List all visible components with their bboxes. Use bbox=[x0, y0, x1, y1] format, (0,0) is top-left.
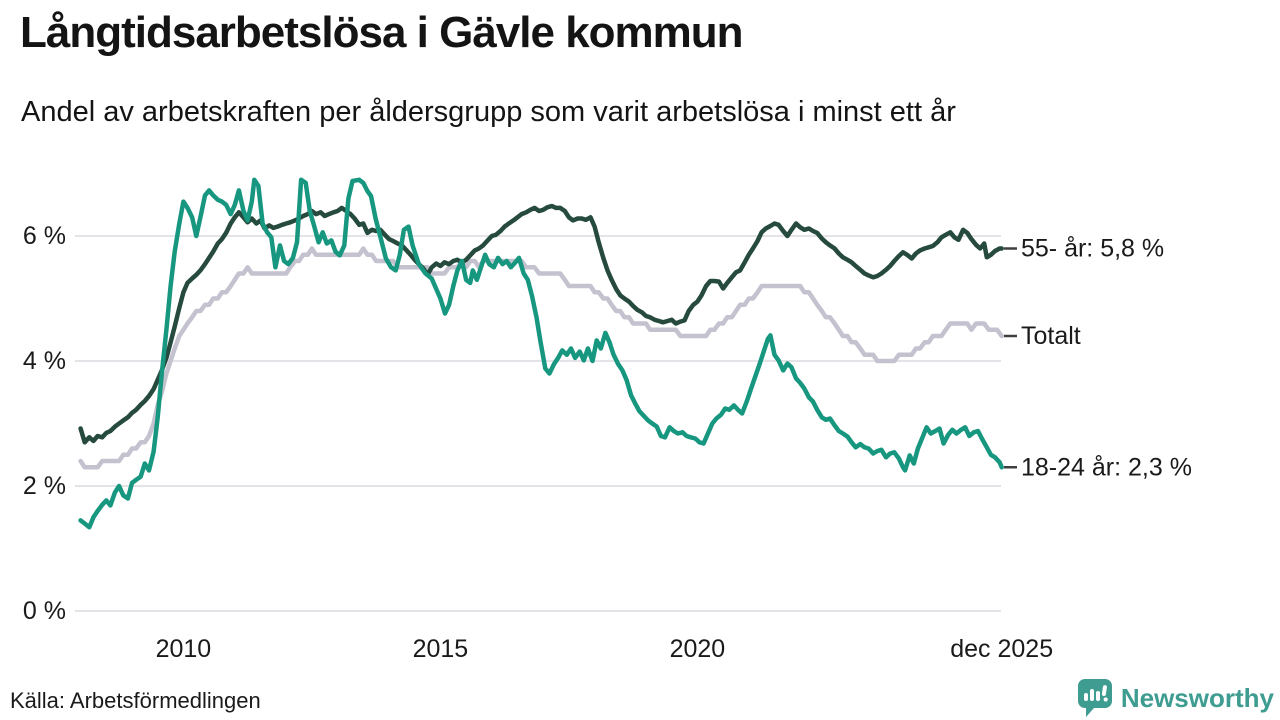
series-end-label-18-24: 18-24 år: 2,3 % bbox=[1021, 453, 1192, 481]
page-title: Långtidsarbetslösa i Gävle kommun bbox=[20, 8, 744, 57]
y-axis-tick-label: 0 % bbox=[23, 597, 66, 625]
newsworthy-logo-text: Newsworthy bbox=[1120, 682, 1274, 713]
x-axis-tick-label: 2015 bbox=[413, 635, 469, 663]
x-axis-tick-label: dec 2025 bbox=[950, 635, 1053, 663]
newsworthy-logo-icon bbox=[1077, 679, 1112, 717]
y-axis-tick-label: 6 % bbox=[23, 222, 66, 250]
x-axis-tick-label: 2020 bbox=[670, 635, 726, 663]
series-end-label-totalt: Totalt bbox=[1021, 322, 1081, 350]
series-line-55 bbox=[78, 203, 1004, 445]
source-note: Källa: Arbetsförmedlingen bbox=[10, 688, 261, 713]
series-end-label-55: 55- år: 5,8 % bbox=[1021, 235, 1164, 263]
x-axis-tick-label: 2010 bbox=[156, 635, 212, 663]
y-axis-tick-label: 2 % bbox=[23, 472, 66, 500]
chart-subtitle: Andel av arbetskraften per åldersgrupp s… bbox=[21, 96, 956, 128]
newsworthy-logo: Newsworthy bbox=[1077, 678, 1274, 718]
y-axis-tick-label: 4 % bbox=[23, 347, 66, 375]
series-line-18-24 bbox=[78, 177, 1004, 530]
series-line-totalt bbox=[78, 246, 1004, 470]
